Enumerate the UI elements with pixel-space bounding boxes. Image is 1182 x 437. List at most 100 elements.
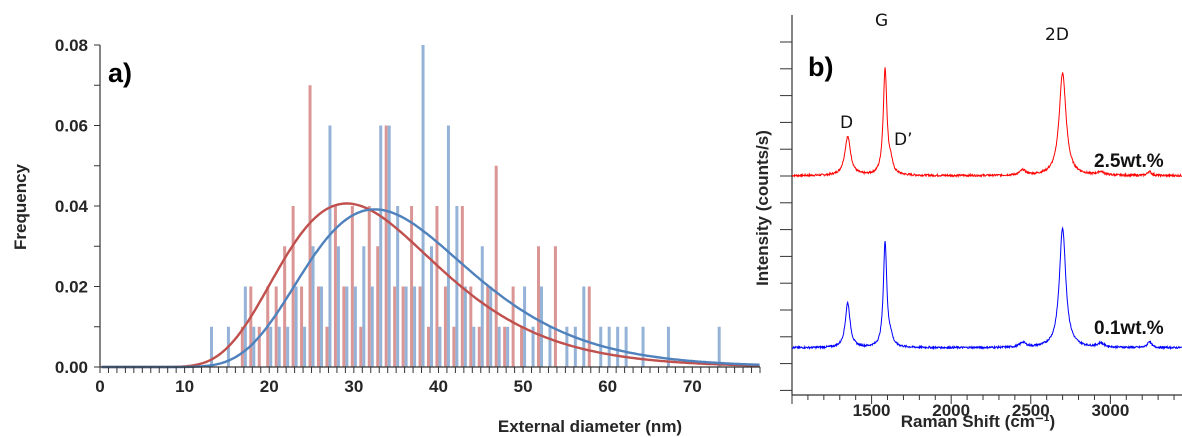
blue-bar-24 [438,326,442,367]
blue-bar-20 [404,286,408,367]
a-x-tick-label: 40 [429,377,448,396]
red-bar-11 [333,206,337,367]
red-bar-17 [384,125,388,367]
blue-bar-26 [455,206,459,367]
a-y-tick-label: 0.06 [55,117,88,136]
panel-b-raman: 1500 2000 2500 3000 b) D G D’ 2D 2.5wt.% 0.… [753,11,1182,431]
blue-bar-32 [506,326,510,367]
b-x-tick-label: 2500 [1012,401,1050,420]
peak-label-d-prime: D’ [894,130,913,150]
a-x-tick-label: 20 [260,377,279,396]
blue-bar-7 [294,286,298,367]
blue-bar-19 [396,206,400,367]
red-bar-14 [359,326,363,367]
blue-bar-17 [379,125,383,367]
b-x-tick-label: 2000 [932,401,970,420]
a-x-tick-label: 70 [683,377,702,396]
red-bar-1 [249,286,253,367]
blue-bar-29 [480,246,484,367]
blue-bar-10 [320,286,323,367]
blue-bar-12 [336,246,340,367]
blue-bar-16 [370,286,374,367]
blue-bar-45 [666,326,670,367]
blue-bar-8 [303,326,307,367]
blue-bar-31 [497,326,501,367]
raman-spectrum-2-5wt [791,67,1182,179]
blue-bar-5 [277,326,281,367]
panel-a-x-axis-title: External diameter (nm) [498,417,682,436]
series-label-2-5wt: 2.5wt.% [1094,151,1164,172]
red-bar-12 [342,286,346,367]
red-bar-23 [435,206,439,367]
panel-a-label: a) [108,58,132,88]
red-bar-15 [367,206,371,367]
blue-bar-14 [353,286,357,367]
red-bar-18 [393,286,397,367]
blue-bar-28 [472,326,476,367]
panel-b-axes [780,15,1182,404]
red-bar-28 [477,326,481,367]
red-bar-36 [587,286,591,367]
red-bar-31 [503,326,507,367]
blue-bar-4 [269,326,273,367]
red-bar-0 [240,326,244,367]
panel-b-x-tick-labels: 1500 2000 2500 3000 [853,401,1130,420]
fit-curves [101,202,760,369]
red-bar-22 [427,326,430,367]
red-bar-9 [317,286,320,367]
panel-a-y-tick-labels: 0.00 0.02 0.04 0.06 0.08 [55,36,89,377]
a-y-tick-label: 0.02 [55,278,88,297]
red-fit-curve [101,202,760,369]
red-bar-4 [274,286,278,367]
blue-bar-15 [362,246,366,367]
a-y-tick-label: 0.08 [55,36,88,55]
a-x-tick-label: 60 [598,377,617,396]
red-bar-25 [452,326,456,367]
series-label-0-1wt: 0.1wt.% [1094,318,1164,339]
red-bar-32 [511,286,515,367]
blue-bar-23 [430,246,433,367]
blue-bar-25 [446,125,450,367]
blue-bar-13 [345,286,349,367]
a-x-tick-label: 0 [95,377,104,396]
blue-bar-42 [616,326,620,367]
panel-b-label: b) [808,52,833,82]
blue-bar-18 [387,125,391,367]
blue-bar-33 [523,286,527,367]
peak-label-d: D [840,113,853,133]
b-x-tick-label: 3000 [1091,401,1129,420]
panel-a-x-tick-labels: 0 10 20 30 40 50 60 70 [95,377,702,396]
peak-label-g: G [875,11,888,31]
blue-bar-9 [311,246,315,367]
red-bar-16 [376,246,380,367]
panel-a-histogram: 0 10 20 30 40 50 60 70 0.000.020.040.060.08 a) … [11,36,761,436]
blue-histogram-bars [210,45,721,367]
raman-spectrum-0-1wt [791,226,1182,351]
red-bar-24 [443,286,447,367]
red-bar-19 [401,286,405,367]
peak-label-2d: 2D [1045,25,1069,45]
panel-a-y-axis-title: Frequency [11,163,30,250]
raman-spectra [791,67,1182,351]
a-x-tick-label: 10 [175,377,194,396]
a-x-tick-label: 50 [514,377,533,396]
red-bar-27 [469,286,473,367]
b-x-tick-label: 1500 [853,401,891,420]
panel-b-x-axis-title: Raman Shift (cm⁻¹) [901,412,1055,431]
blue-bar-6 [286,326,290,367]
blue-bar-3 [252,326,256,367]
red-bar-7 [300,286,304,367]
blue-bar-22 [421,45,425,367]
blue-bar-44 [641,326,645,367]
a-y-tick-label: 0.04 [55,197,89,216]
blue-bar-0 [210,326,213,367]
red-bar-29 [486,286,490,367]
blue-bar-37 [565,326,569,367]
red-bar-2 [257,326,261,367]
red-bar-13 [350,206,354,367]
panel-a-axes [94,44,761,373]
red-bar-30 [494,165,498,367]
red-bar-33 [520,326,524,367]
a-y-tick-label: 0.00 [55,358,88,377]
red-bar-20 [410,206,414,367]
